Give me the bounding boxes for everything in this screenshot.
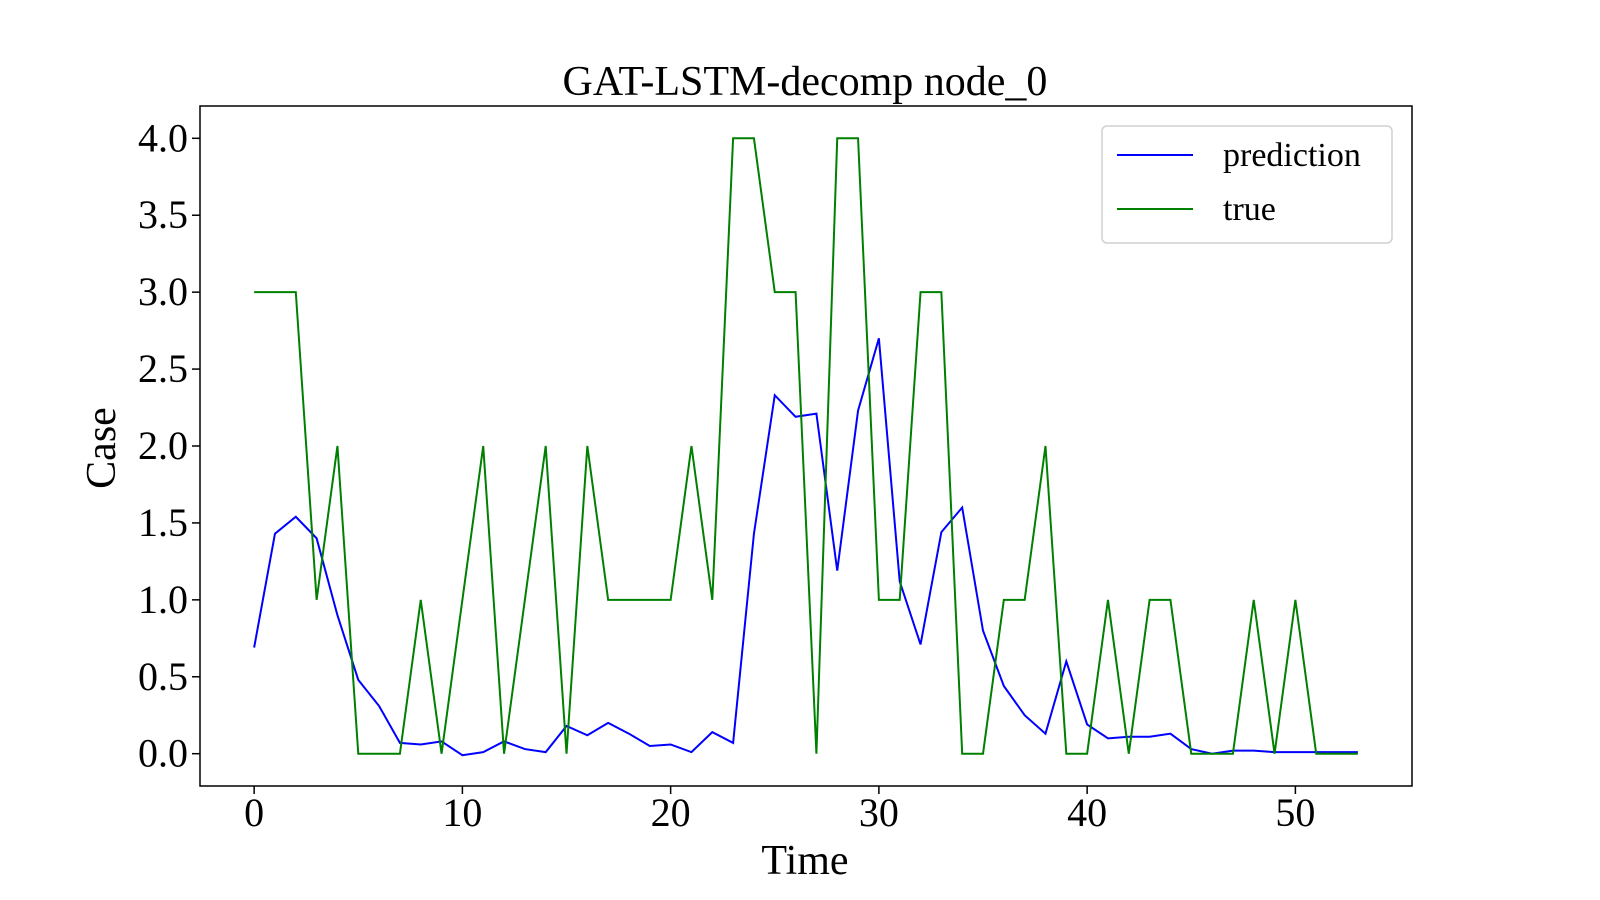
x-axis-label: Time	[761, 838, 848, 884]
y-tick-label: 1.0	[138, 577, 188, 622]
series-line-prediction	[253, 338, 1358, 757]
y-tick-label: 2.0	[138, 423, 188, 468]
y-tick-label: 4.0	[138, 115, 188, 160]
y-tick-label: 3.0	[138, 269, 188, 314]
legend: prediction true	[1101, 125, 1393, 244]
chart-title: GAT-LSTM-decomp node_0	[563, 59, 1048, 105]
x-tick-label: 0	[244, 790, 264, 835]
y-axis-label: Case	[79, 407, 125, 489]
y-tick-label: 3.5	[138, 192, 188, 237]
x-tick-label: 10	[442, 790, 482, 835]
legend-label-true: true	[1223, 191, 1276, 228]
x-tick-label: 50	[1275, 790, 1315, 835]
y-tick-label: 1.5	[138, 500, 188, 545]
y-tick-label: 0.0	[138, 731, 188, 776]
y-tick-label: 2.5	[138, 346, 188, 391]
series-line-true	[254, 137, 1358, 755]
x-tick-label: 30	[859, 790, 899, 835]
x-tick-label: 20	[651, 790, 691, 835]
legend-label-prediction: prediction	[1223, 137, 1361, 174]
plot-area: 0 10 20 30 40 50 0.0 0.5 1.0 1.5 2.0 2.5 3.0 3.5 4.0	[138, 105, 1413, 835]
y-tick-label: 0.5	[138, 654, 188, 699]
x-tick-label: 40	[1067, 790, 1107, 835]
